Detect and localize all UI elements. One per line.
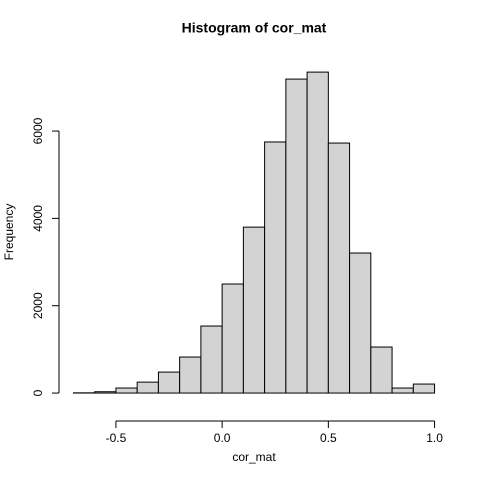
bar (200, 325, 223, 394)
y-axis-label: Frequency (2, 204, 16, 261)
x-axis-label: cor_mat (232, 450, 276, 464)
bar (136, 381, 159, 394)
bar (349, 252, 372, 394)
chart-title: Histogram of cor_mat (182, 20, 327, 36)
x-tick-label: -0.5 (106, 431, 127, 445)
bar (264, 141, 287, 394)
bar (157, 371, 181, 394)
x-tick-label: 1.0 (426, 431, 443, 445)
bar (306, 71, 329, 394)
bar (115, 387, 138, 394)
bar (327, 142, 351, 394)
bar (391, 387, 414, 394)
bar (221, 283, 244, 394)
bar (242, 226, 266, 394)
bar (179, 356, 202, 394)
x-tick-label: 0.5 (320, 431, 337, 445)
y-tick-label: 4000 (31, 205, 45, 232)
bar (412, 383, 436, 394)
x-tick-label: 0.0 (214, 431, 231, 445)
bar (370, 346, 393, 394)
y-tick-label: 2000 (31, 292, 45, 319)
bar (285, 78, 308, 394)
y-tick-label: 6000 (31, 117, 45, 144)
y-tick-label: 0 (31, 389, 45, 396)
bar (94, 391, 117, 394)
